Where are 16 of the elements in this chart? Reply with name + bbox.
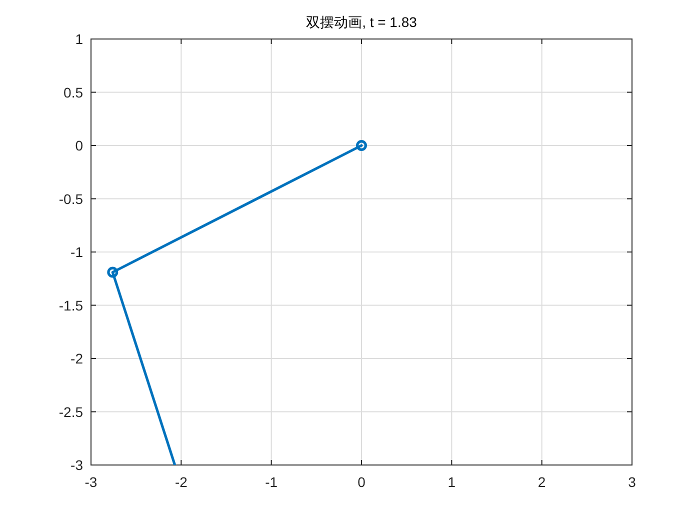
y-tick-label: -1 [70, 244, 84, 260]
y-tick-label: -0.5 [58, 190, 84, 207]
x-tick-label: 1 [448, 474, 456, 490]
y-tick-label: -2 [70, 350, 84, 366]
x-tick-label: 2 [538, 474, 546, 490]
x-tick-label: -2 [174, 474, 188, 490]
y-tick-label: -1.5 [58, 297, 84, 314]
x-tick-label: -1 [265, 474, 278, 490]
y-tick-label: 1 [75, 31, 84, 47]
x-tick-label: 3 [628, 474, 636, 490]
chart-title: 双摆动画, t = 1.83 [306, 14, 418, 30]
y-tick-label: -2.5 [58, 404, 84, 420]
x-tick-label: 0 [358, 474, 366, 490]
y-tick-label: 0 [75, 138, 84, 154]
y-tick-label: 0.5 [64, 84, 84, 100]
y-tick-label: -3 [70, 457, 84, 473]
